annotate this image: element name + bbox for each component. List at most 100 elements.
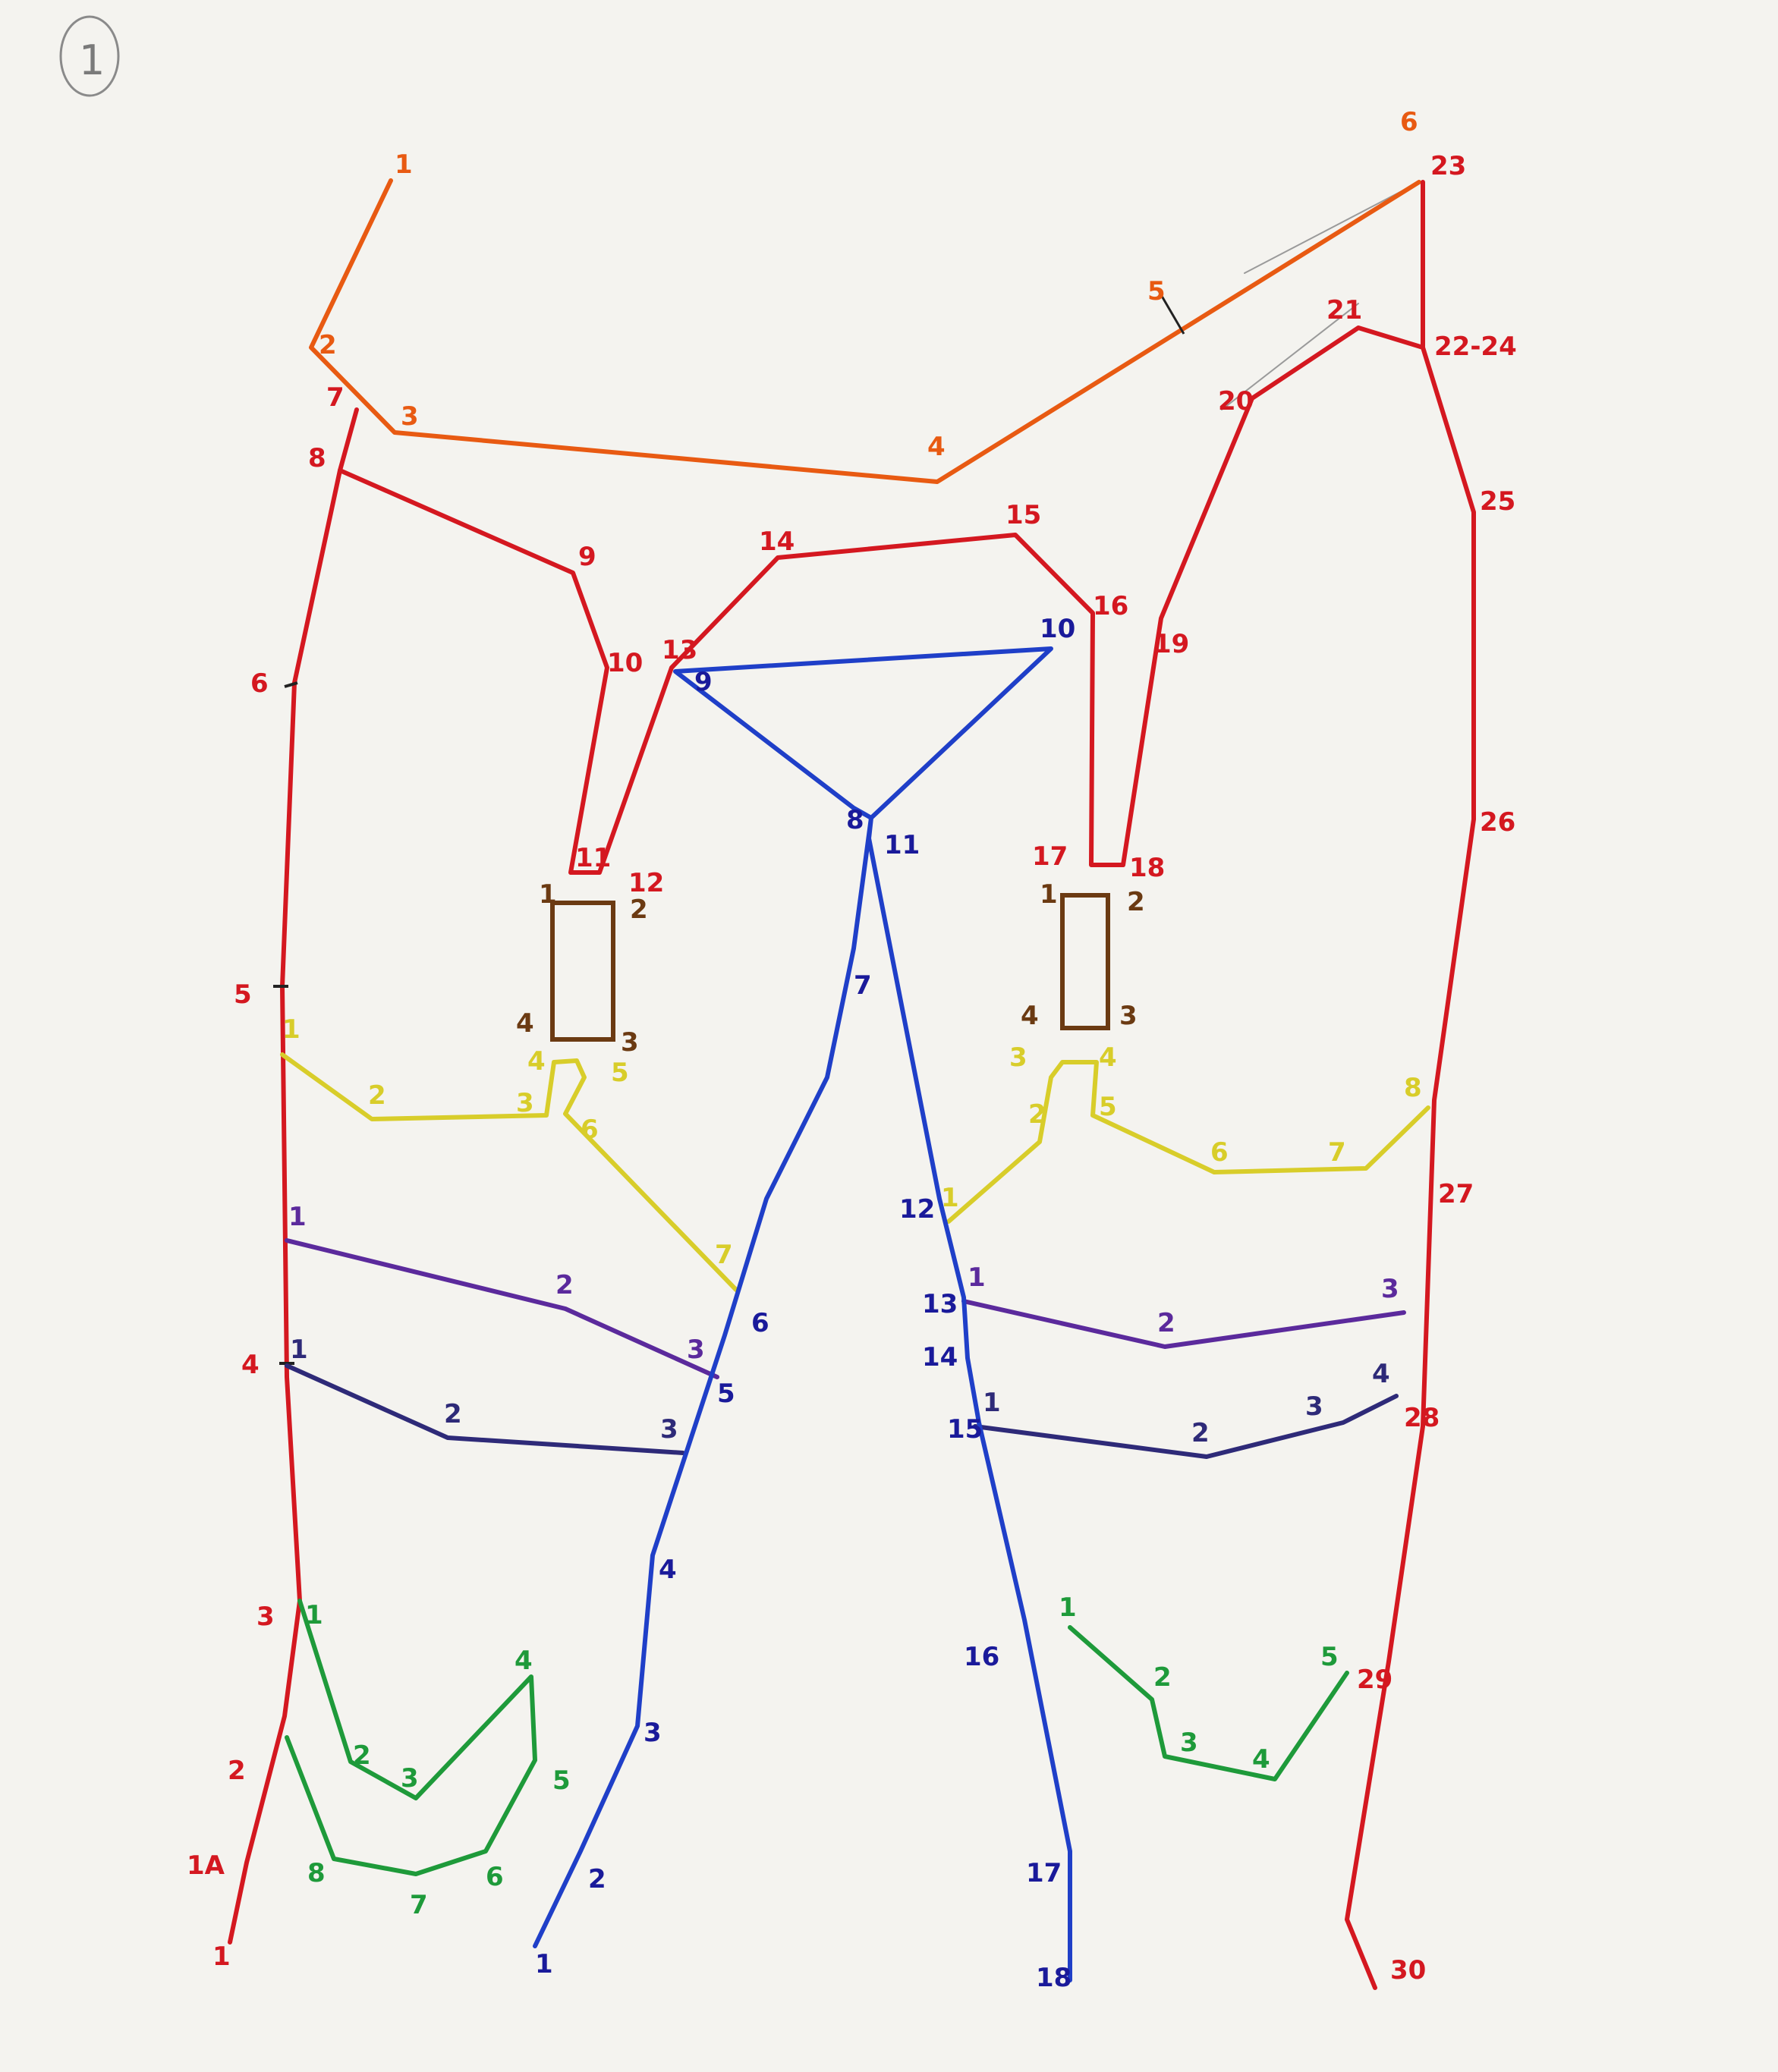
violet-label-1-left: 1 [288,1202,307,1232]
red-label-3: 3 [256,1602,275,1632]
red-inner-left-leg [338,180,1476,1990]
red-label-26: 26 [1480,807,1515,838]
brown-buckles: 1 2 3 4 1 2 3 4 [516,879,1145,1058]
red-label-9: 9 [578,542,596,572]
orange-waistband: 1 2 3 4 5 6 [309,107,1421,484]
red-label-11: 11 [575,843,611,873]
violet-label-1-right: 1 [968,1262,986,1293]
yellow-label-4-right: 4 [1099,1042,1117,1073]
pencil-guide-right-shoulder [1221,303,1359,410]
yellow-label-6-left: 6 [581,1115,599,1145]
blue-label-17: 17 [1026,1858,1062,1888]
yellow-label-8-right: 8 [1404,1073,1422,1103]
indigo-label-1-left: 1 [290,1335,308,1365]
green-label-1-right: 1 [1059,1593,1077,1623]
green-label-4-right: 4 [1252,1744,1270,1775]
violet-label-3-right: 3 [1381,1274,1399,1304]
yellow-label-2-left: 2 [368,1080,386,1111]
indigo-label-4-right: 4 [1372,1359,1390,1389]
blue-label-1: 1 [535,1949,553,1979]
blue-label-10: 10 [1040,614,1075,644]
orange-label-2: 2 [319,330,337,360]
green-label-6-left: 6 [486,1862,504,1892]
red-outer-left [228,407,359,1945]
red-outline: 1 1A 2 3 4 5 6 7 8 9 10 11 12 13 14 15 1… [187,151,1517,1990]
orange-label-5: 5 [1147,276,1166,307]
brown-label-1-left: 1 [539,879,557,910]
green-label-3-right: 3 [1180,1728,1198,1758]
yellow-label-5-left: 5 [611,1058,629,1088]
yellow-label-3-left: 3 [516,1088,534,1118]
blue-label-8: 8 [846,805,864,835]
blue-label-16: 16 [964,1642,999,1672]
brown-label-4-right: 4 [1021,1001,1039,1031]
blue-label-4: 4 [659,1555,677,1585]
violet-label-2-right: 2 [1157,1308,1175,1338]
blue-label-5: 5 [717,1379,735,1409]
orange-label-3: 3 [401,401,419,432]
red-label-12: 12 [628,868,664,898]
orange-label-4: 4 [927,432,946,462]
green-label-2-right: 2 [1153,1662,1172,1693]
violet-right [961,1299,1406,1349]
orange-label-1: 1 [395,149,413,180]
red-label-4: 4 [241,1350,260,1380]
violet-label-3-left: 3 [687,1335,705,1365]
red-label-6: 6 [250,668,269,699]
red-label-19: 19 [1153,629,1189,659]
brown-label-3-left: 3 [621,1027,639,1058]
yellow-left [280,1052,738,1292]
blue-label-7: 7 [854,970,872,1001]
yellow-label-2-right: 2 [1028,1099,1046,1130]
red-label-20: 20 [1218,386,1254,417]
blue-inner-legs: 1 2 3 4 5 6 7 8 9 10 11 12 13 14 15 16 1… [533,614,1075,1993]
pencil-guides [1221,181,1420,410]
page-number: 1 [79,36,105,84]
green-label-2-left: 2 [353,1740,371,1771]
brown-label-3-right: 3 [1119,1001,1138,1031]
brown-buckle-right [1060,893,1110,1030]
indigo-label-1-right: 1 [983,1388,1001,1418]
indigo-bands: 1 2 3 1 2 3 4 [285,1335,1399,1459]
red-label-2: 2 [228,1756,246,1786]
green-label-4-left: 4 [515,1646,533,1676]
red-label-23: 23 [1430,151,1466,181]
red-label-25: 25 [1480,486,1515,517]
red-label-8: 8 [308,443,326,473]
yellow-label-7-right: 7 [1328,1137,1346,1168]
blue-label-12: 12 [899,1194,935,1225]
green-label-5-left: 5 [552,1765,571,1796]
indigo-right [973,1394,1399,1459]
red-label-15: 15 [1005,500,1041,530]
blue-label-14: 14 [922,1342,958,1372]
brown-label-2-right: 2 [1127,887,1145,917]
indigo-label-3-left: 3 [660,1414,678,1445]
green-label-5-right: 5 [1320,1642,1339,1672]
indigo-left [285,1363,685,1455]
yellow-label-6-right: 6 [1210,1137,1229,1168]
yellow-label-4-left: 4 [527,1046,546,1077]
yellow-hems: 1 2 3 4 5 6 7 1 2 3 4 5 6 7 8 [280,1014,1430,1292]
violet-bands: 1 2 3 1 2 3 [285,1202,1406,1379]
yellow-label-7-left: 7 [715,1240,733,1270]
brown-label-1-right: 1 [1040,879,1058,910]
brown-label-2-left: 2 [630,895,648,925]
red-tick-6 [284,681,298,688]
violet-left [285,1238,719,1379]
green-label-8-left: 8 [307,1858,326,1888]
indigo-label-2-right: 2 [1191,1418,1210,1448]
orange-line [309,178,1421,484]
red-label-1: 1 [212,1942,231,1972]
red-label-17: 17 [1032,841,1068,872]
red-label-30: 30 [1390,1955,1426,1986]
pencil-guide-upper-right [1244,181,1420,274]
red-label-16: 16 [1093,591,1128,621]
red-label-1a: 1A [187,1850,225,1881]
red-label-22-24: 22-24 [1434,332,1517,362]
page-number-mark: 1 [59,15,120,97]
red-label-13: 13 [662,635,697,665]
green-shapes: 1 2 3 4 5 6 7 8 1 2 3 4 5 [285,1593,1349,1920]
green-label-1-left: 1 [305,1600,323,1630]
yellow-label-3-right: 3 [1009,1042,1027,1073]
brown-label-4-left: 4 [516,1008,534,1039]
